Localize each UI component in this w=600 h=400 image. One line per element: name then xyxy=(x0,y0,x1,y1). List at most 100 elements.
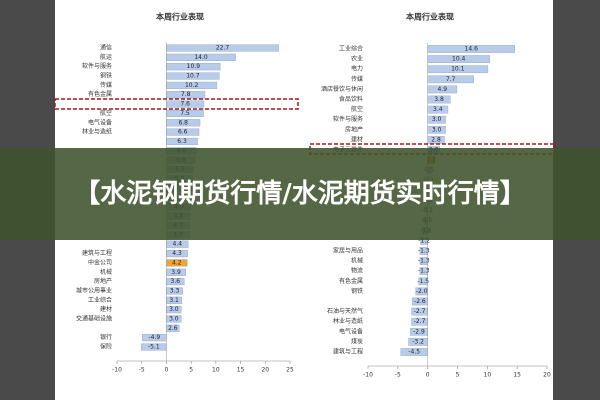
x-tick-label: 0 xyxy=(165,367,169,374)
value-label: 3.4 xyxy=(433,106,443,113)
category-label: 建材 xyxy=(100,305,112,313)
category-label: 家居与用品 xyxy=(333,247,363,255)
x-tick-label: 0 xyxy=(426,372,430,379)
category-label: 机械 xyxy=(351,257,363,265)
category-label: 钢铁 xyxy=(100,72,112,80)
category-label: 航空 xyxy=(100,109,112,117)
x-tick-label: 15 xyxy=(513,372,521,379)
value-label: 7.6 xyxy=(180,101,190,108)
category-label: 中金公司 xyxy=(88,258,112,266)
x-tick-label: 25 xyxy=(286,367,294,374)
category-label: 建材 xyxy=(351,135,363,143)
value-label: 4.3 xyxy=(172,250,182,257)
x-tick-label: 20 xyxy=(543,372,551,379)
chart-title: 本周行业表现 xyxy=(155,12,204,22)
value-label: 7.8 xyxy=(181,91,191,98)
value-label: -2.7 xyxy=(414,318,426,325)
x-tick-label: -10 xyxy=(363,372,373,379)
x-tick-label: -10 xyxy=(112,367,122,374)
value-label: 14.0 xyxy=(194,54,208,61)
value-label: 7.5 xyxy=(180,110,190,117)
value-label: -1.3 xyxy=(418,268,430,275)
value-label: 3.6 xyxy=(171,278,181,285)
category-label: 房地产 xyxy=(345,125,363,133)
x-tick-label: 5 xyxy=(456,372,460,379)
category-label: 工业综合 xyxy=(339,45,363,53)
value-label: -2.7 xyxy=(414,308,426,315)
x-tick-label: 10 xyxy=(484,372,492,379)
value-label: -2.0 xyxy=(416,288,428,295)
x-tick-label: 10 xyxy=(212,367,220,374)
value-label: 3.9 xyxy=(171,269,181,276)
value-label: 3.0 xyxy=(432,126,442,133)
category-label: 保险 xyxy=(100,343,112,351)
value-label: 10.7 xyxy=(186,73,200,80)
value-label: 3.3 xyxy=(170,287,180,294)
value-label: 7.7 xyxy=(446,76,456,83)
banner: 【水泥钢期货行情/水泥期货实时行情】 xyxy=(0,148,600,240)
value-label: -3.2 xyxy=(412,338,424,345)
category-label: 电气设备 xyxy=(339,327,363,335)
value-label: -1.2 xyxy=(418,237,430,244)
value-label: 10.2 xyxy=(185,82,199,89)
x-tick-label: 15 xyxy=(237,367,245,374)
x-tick-label: 20 xyxy=(261,367,269,374)
category-label: 食品饮料 xyxy=(339,95,363,103)
category-label: 物流 xyxy=(351,267,363,275)
value-label: -1.5 xyxy=(417,278,429,285)
value-label: 2.8 xyxy=(431,136,441,143)
category-label: 工业综合 xyxy=(88,296,112,304)
category-label: 软件与服务 xyxy=(333,115,363,123)
x-tick-label: -5 xyxy=(139,367,145,374)
value-label: 6.3 xyxy=(177,138,187,145)
category-label: 传媒 xyxy=(351,75,363,83)
value-label: 4.9 xyxy=(438,86,448,93)
value-label: -2.6 xyxy=(414,298,426,305)
category-label: 建筑与工程 xyxy=(82,249,112,257)
value-label: -5.1 xyxy=(148,344,160,351)
value-label: 3.0 xyxy=(169,306,179,313)
category-label: 农业 xyxy=(351,55,363,63)
value-label: 10.9 xyxy=(187,63,201,70)
category-label: 钢铁 xyxy=(351,287,363,295)
chart-title: 本周行业表现 xyxy=(405,12,454,22)
value-label: 4.4 xyxy=(173,241,183,248)
category-label: 建筑与工程 xyxy=(333,348,363,356)
category-label: 有色金属 xyxy=(339,277,363,285)
value-label: 10.1 xyxy=(451,66,465,73)
category-label: 电气设备 xyxy=(88,118,112,126)
category-label: 传媒 xyxy=(100,81,112,89)
category-label: 有色金属 xyxy=(88,90,112,98)
category-label: 电力 xyxy=(351,65,363,73)
value-label: -1.3 xyxy=(418,248,430,255)
value-label: 6.8 xyxy=(178,119,188,126)
category-label: 航运 xyxy=(100,53,112,61)
highlight-box xyxy=(54,98,299,110)
category-label: 银行 xyxy=(100,333,112,341)
value-label: 3.1 xyxy=(169,297,179,304)
value-label: 3.8 xyxy=(434,96,444,103)
value-label: -1.3 xyxy=(418,258,430,265)
category-label: 软件与服务 xyxy=(82,62,112,70)
category-label: 煤炭 xyxy=(351,337,363,345)
category-label: 交通基础设施 xyxy=(76,314,112,322)
category-label: 通信 xyxy=(100,44,112,52)
category-label: 机械 xyxy=(100,268,112,276)
category-label: 林业与造纸 xyxy=(82,128,112,136)
value-label: 6.6 xyxy=(178,129,188,136)
x-tick-label: 5 xyxy=(189,367,193,374)
category-label: 酒店餐饮与休闲 xyxy=(321,85,363,93)
x-tick-label: -5 xyxy=(395,372,401,379)
category-label: 航空 xyxy=(351,105,363,113)
value-label: 14.6 xyxy=(465,46,479,53)
value-label: -2.9 xyxy=(413,328,425,335)
category-label: 城市公用事业 xyxy=(76,286,112,294)
category-label: 石油与天然气 xyxy=(327,307,363,315)
value-label: 2.6 xyxy=(168,325,178,332)
value-label: 22.7 xyxy=(216,45,230,52)
value-label: 3.0 xyxy=(432,116,442,123)
category-label: 房地产 xyxy=(94,277,112,285)
category-label: 林业与造纸 xyxy=(333,317,363,325)
value-label: -4.5 xyxy=(408,349,420,356)
